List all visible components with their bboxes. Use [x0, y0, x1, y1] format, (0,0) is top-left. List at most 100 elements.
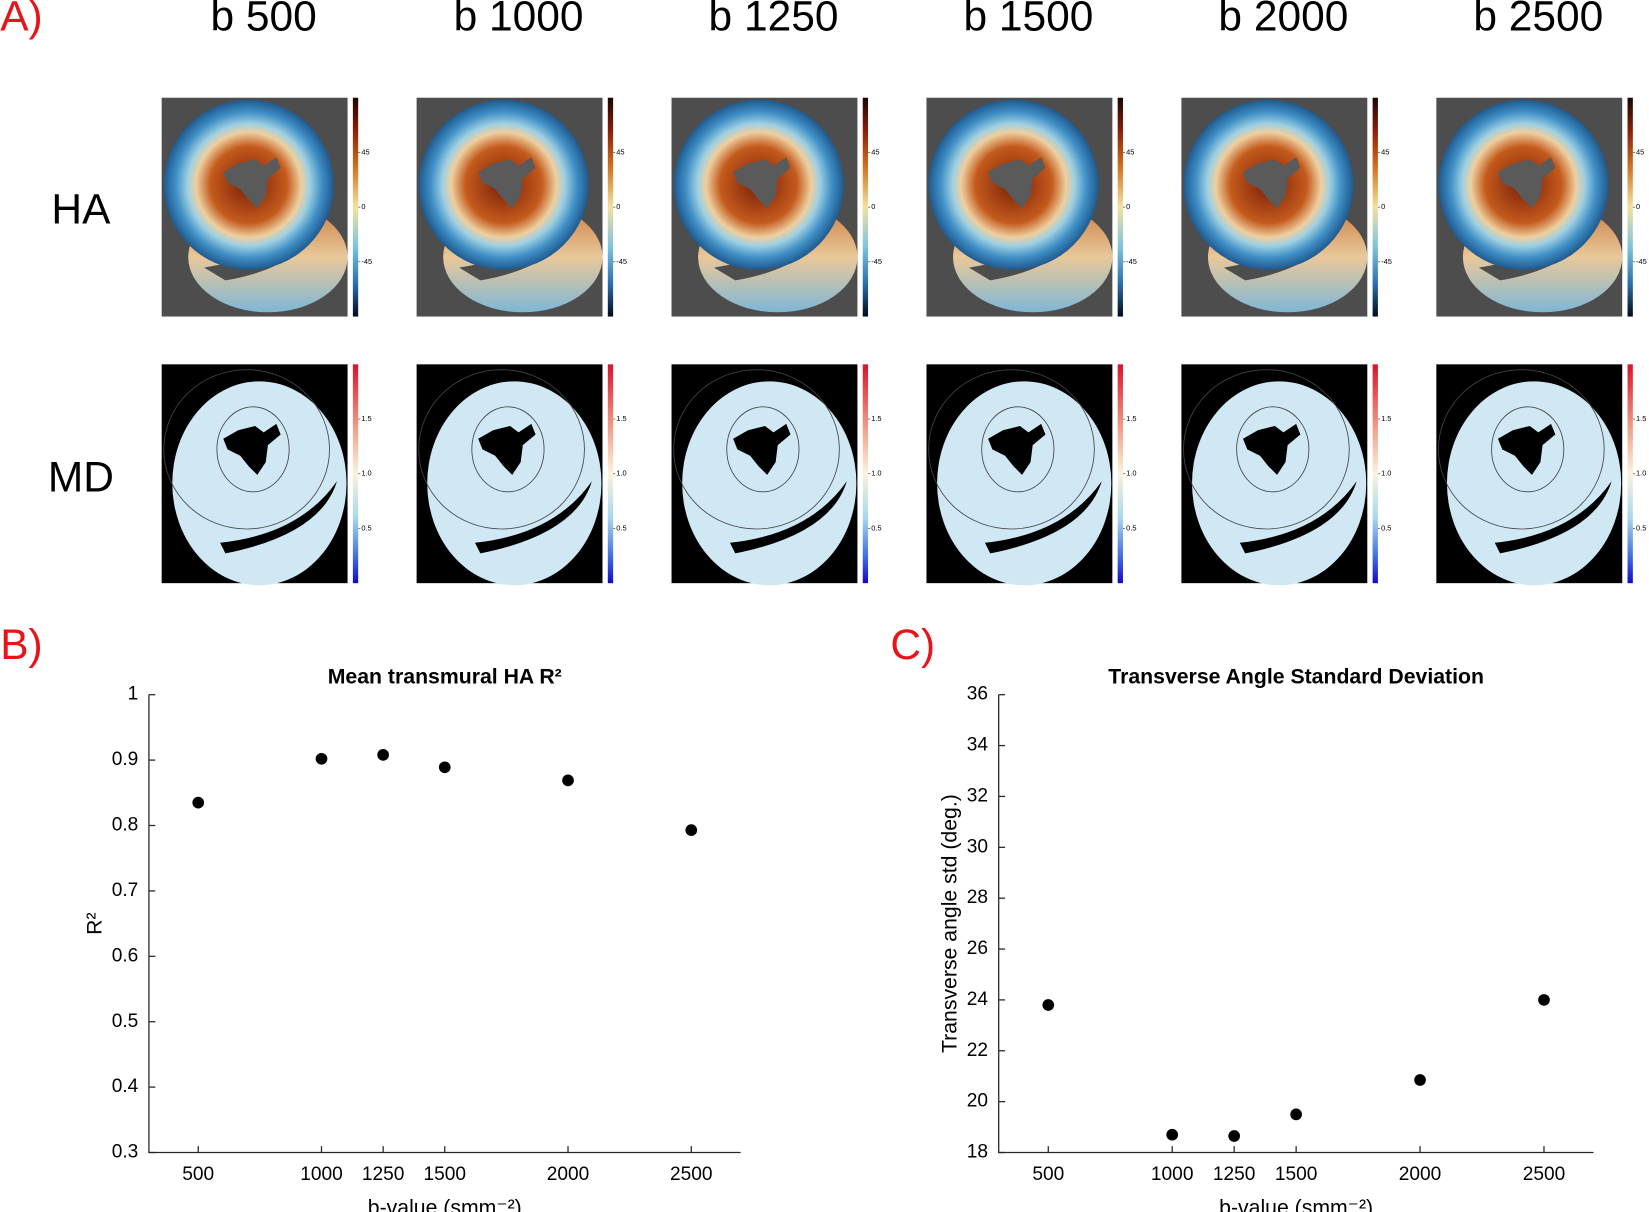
x-tick-label: 1000 [1151, 1164, 1194, 1185]
point [1414, 1074, 1426, 1086]
contour [726, 406, 800, 493]
colorbar-tick-label: 1.5 [1381, 414, 1391, 423]
colorbar-tick-label: 1.5 [361, 414, 371, 423]
colorbar-tick-label: 1.5 [1636, 414, 1646, 423]
x-axis-label: b-value (smm⁻²) [1219, 1195, 1373, 1212]
point [1166, 1128, 1179, 1141]
ha-map [161, 97, 348, 317]
colorbar [352, 364, 359, 584]
colorbar-tick-label: 1.0 [1381, 469, 1391, 478]
row-label: MD [48, 454, 114, 501]
colorbar [607, 364, 614, 584]
y-tick-label: 0.7 [112, 880, 139, 901]
colorbar-tick-label: -45 [1126, 257, 1137, 266]
x-tick-label: 2000 [1399, 1164, 1442, 1185]
column-label: b 2500 [1473, 0, 1603, 40]
contour [1236, 406, 1310, 493]
y-tick-label: 26 [967, 938, 988, 959]
row-label: HA [51, 187, 111, 234]
colorbar-tick-label: 1.0 [1126, 469, 1136, 478]
y-tick-label: 28 [967, 887, 988, 908]
y-tick-label: 0.8 [112, 815, 139, 836]
point [1290, 1108, 1302, 1121]
map-cavity [475, 481, 592, 554]
colorbar-tick-label: 0.5 [1636, 523, 1646, 532]
colorbar-tick-label: -45 [1381, 257, 1392, 266]
colorbar-tick-label: 0 [1126, 202, 1130, 211]
contour [928, 369, 1095, 530]
map-cavity [1494, 481, 1612, 554]
y-tick-label: 20 [967, 1091, 988, 1112]
ha-map [926, 97, 1113, 317]
colorbar-tick-label: -45 [616, 257, 627, 266]
ha-map [671, 97, 858, 317]
colorbar-tick-label: 45 [361, 147, 369, 156]
contour [163, 369, 330, 530]
y-tick-label: 30 [967, 836, 988, 857]
y-axis-label: R² [82, 912, 106, 934]
x-tick-label: 2000 [547, 1164, 590, 1185]
chart-title: Mean transmural HA R² [328, 664, 562, 688]
point [562, 774, 574, 787]
md-map [1181, 364, 1368, 586]
y-tick-label: 22 [967, 1040, 988, 1061]
contour [1438, 369, 1605, 530]
colorbar-tick-label: 0 [616, 202, 620, 211]
y-tick-label: 18 [967, 1142, 988, 1163]
colorbar-tick-label: 45 [1126, 147, 1134, 156]
contour [216, 406, 290, 493]
colorbar-tick-label: 0 [361, 202, 365, 211]
map-cavity [478, 157, 536, 209]
colorbar [352, 97, 359, 317]
ha-map [416, 97, 603, 317]
colorbar [1372, 97, 1378, 317]
y-tick-label: 0.9 [112, 749, 139, 770]
colorbar [1627, 364, 1633, 584]
colorbar-tick-label: 0 [871, 202, 875, 211]
map-region [682, 381, 857, 586]
colorbar [607, 97, 614, 317]
colorbar-tick-label: 0.5 [616, 523, 626, 532]
panel-label: B) [0, 622, 42, 669]
map-region [172, 381, 347, 586]
x-tick-label: 1250 [1213, 1164, 1256, 1185]
colorbar [1372, 364, 1378, 584]
colorbar-tick-label: 0.5 [1126, 523, 1136, 532]
x-axis-label: b-value (smm⁻²) [368, 1195, 522, 1212]
panel-label: C) [890, 622, 935, 669]
contour [1183, 369, 1350, 530]
colorbar-tick-label: -45 [871, 257, 882, 266]
x-tick-label: 2500 [670, 1164, 713, 1185]
y-tick-label: 34 [967, 735, 989, 756]
point [685, 824, 698, 836]
map-cavity [1497, 157, 1556, 209]
x-tick-label: 1500 [423, 1164, 466, 1185]
colorbar-tick-label: 1.5 [1126, 414, 1136, 423]
x-tick-label: 1000 [300, 1164, 343, 1185]
y-tick-label: 1 [128, 684, 139, 705]
contour [1491, 406, 1565, 493]
column-label: b 1250 [709, 0, 839, 40]
colorbar [862, 364, 869, 584]
map-region [1446, 381, 1622, 586]
colorbar-tick-label: 45 [1636, 147, 1644, 156]
panel-label: A) [0, 0, 42, 40]
y-tick-label: 0.6 [112, 945, 139, 966]
colorbar-tick-label: 0.5 [361, 523, 371, 532]
md-map [671, 364, 858, 586]
colorbar [1627, 97, 1633, 317]
map-cavity [733, 157, 791, 209]
map-region [1192, 381, 1367, 586]
map-cavity [220, 481, 337, 554]
colorbar-tick-label: 0.5 [871, 523, 881, 532]
y-tick-label: 0.4 [112, 1076, 139, 1097]
y-tick-label: 36 [967, 684, 988, 705]
map-cavity [733, 423, 791, 475]
point [1538, 994, 1550, 1006]
colorbar [862, 97, 869, 317]
colorbar-tick-label: 45 [1381, 147, 1389, 156]
map-cavity [1243, 157, 1301, 209]
column-label: b 2000 [1218, 0, 1348, 40]
contour [981, 406, 1055, 493]
